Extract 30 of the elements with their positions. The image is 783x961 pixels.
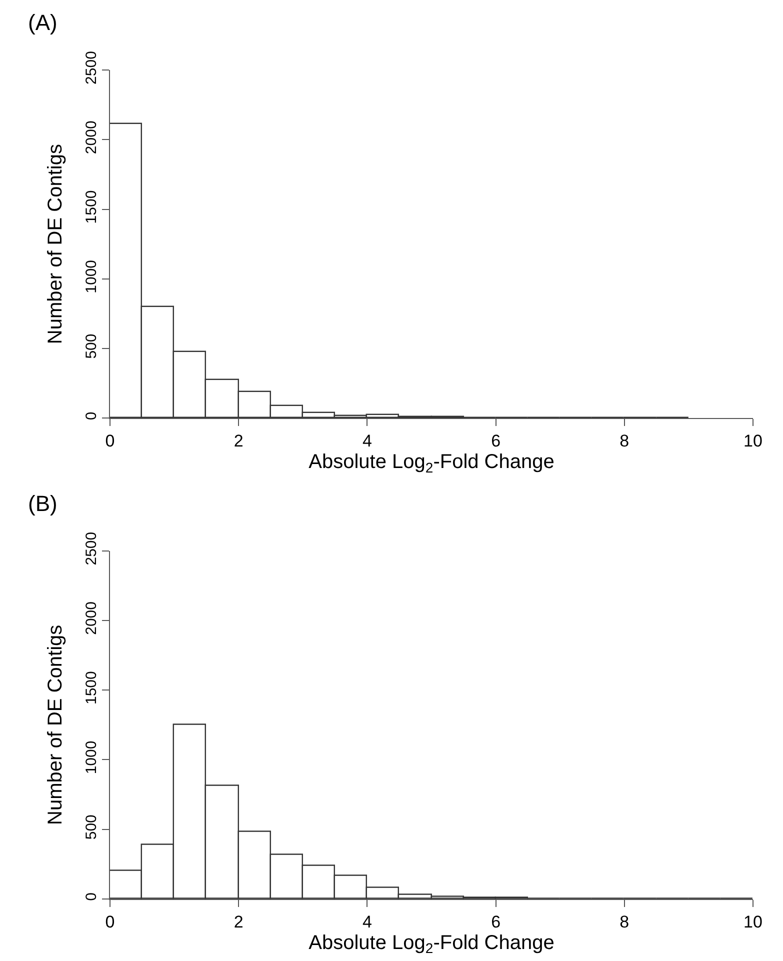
y-tick-label: 500	[83, 814, 100, 840]
x-tick-label: 4	[362, 432, 372, 451]
y-tick-label: 2000	[83, 120, 100, 154]
y-axis-title: Number of DE Contigs	[44, 144, 66, 344]
y-tick-label: 500	[83, 334, 100, 359]
x-tick-label: 6	[491, 912, 501, 932]
x-tick-label: 8	[620, 912, 630, 932]
y-tick-label: 2500	[83, 51, 100, 84]
y-axis-title: Number of DE Contigs	[44, 624, 66, 825]
y-tick-label: 2500	[83, 532, 100, 566]
chart-title: (B)	[28, 491, 58, 516]
x-tick-label: 2	[234, 432, 244, 451]
x-axis-title: Absolute Log$_{2}$-Fold Change	[308, 932, 554, 956]
y-tick-label: 2000	[83, 602, 100, 635]
x-tick-label: 0	[105, 912, 115, 932]
x-tick-label: 4	[362, 912, 372, 932]
y-tick-label: 1000	[83, 260, 100, 294]
chart-title: (A)	[28, 10, 58, 35]
x-tick-label: 0	[105, 432, 115, 451]
y-tick-label: 1000	[83, 740, 100, 774]
x-axis-title: Absolute Log$_{2}$-Fold Change	[308, 451, 554, 476]
x-tick-label: 10	[744, 912, 762, 932]
x-tick-label: 8	[620, 432, 630, 451]
y-tick-label: 0	[83, 412, 100, 420]
y-tick-label: 1500	[83, 671, 100, 705]
x-tick-label: 2	[234, 912, 244, 932]
y-tick-label: 1500	[83, 190, 100, 224]
y-tick-label: 0	[83, 892, 100, 901]
x-tick-label: 10	[744, 432, 762, 451]
x-tick-label: 6	[491, 432, 501, 451]
